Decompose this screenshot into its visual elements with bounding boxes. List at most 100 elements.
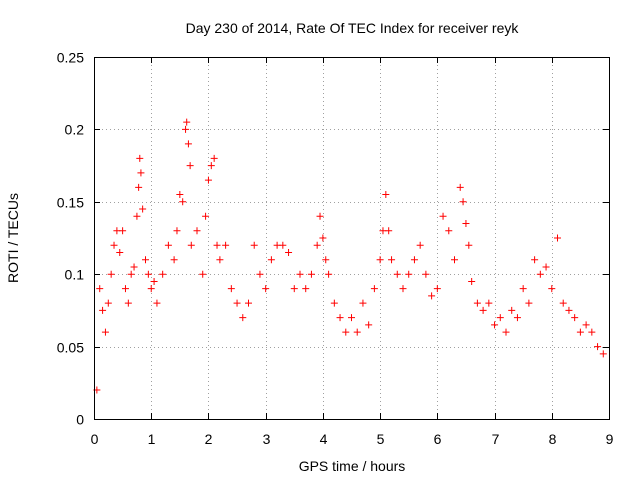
y-tick-label: 0.2	[65, 122, 85, 138]
data-point	[184, 140, 192, 148]
data-point	[582, 321, 590, 329]
data-point	[96, 285, 104, 293]
data-point	[594, 343, 602, 351]
data-point	[456, 183, 464, 191]
data-point	[245, 299, 252, 307]
data-point	[353, 328, 361, 336]
data-point	[150, 277, 158, 285]
data-point	[388, 256, 396, 264]
data-point	[325, 270, 333, 278]
data-point	[121, 285, 129, 293]
x-tick-label: 1	[148, 431, 156, 447]
data-point	[531, 256, 539, 264]
data-point	[147, 285, 155, 293]
data-point	[485, 299, 493, 307]
data-point	[342, 328, 350, 336]
x-tick-label: 9	[606, 431, 614, 447]
data-point	[222, 241, 230, 249]
data-point	[176, 191, 184, 199]
data-point	[462, 220, 470, 228]
data-point	[599, 350, 607, 358]
data-point	[313, 241, 321, 249]
data-point	[119, 227, 127, 235]
data-point	[124, 299, 132, 307]
data-point	[445, 227, 453, 235]
data-point	[330, 299, 338, 307]
data-point	[348, 314, 355, 322]
data-point	[365, 321, 373, 329]
data-point	[393, 270, 401, 278]
data-point	[186, 162, 194, 170]
data-point	[144, 270, 152, 278]
data-point	[565, 306, 573, 314]
data-point	[428, 292, 436, 300]
data-point	[322, 256, 330, 264]
data-point	[433, 285, 441, 293]
data-point	[479, 306, 487, 314]
data-point	[142, 256, 149, 264]
data-point	[285, 248, 293, 256]
data-point	[473, 299, 481, 307]
chart-title: Day 230 of 2014, Rate Of TEC Index for r…	[186, 20, 520, 36]
y-tick-label: 0.15	[57, 195, 84, 211]
data-point	[262, 285, 270, 293]
data-point	[104, 299, 112, 307]
data-point	[153, 299, 161, 307]
data-point	[250, 241, 258, 249]
y-tick-label: 0.05	[57, 340, 84, 356]
data-point	[116, 248, 124, 256]
x-tick-label: 5	[377, 431, 385, 447]
data-point	[399, 285, 407, 293]
data-point	[202, 212, 210, 220]
data-point	[179, 198, 187, 206]
data-point	[385, 227, 393, 235]
data-point	[554, 234, 561, 242]
data-point	[110, 241, 118, 249]
data-point	[290, 285, 298, 293]
data-point	[183, 118, 191, 126]
data-point	[382, 191, 390, 199]
data-point	[107, 270, 115, 278]
data-point	[359, 299, 367, 307]
data-point	[216, 256, 224, 264]
data-point	[133, 212, 141, 220]
data-point	[422, 270, 430, 278]
data-point	[135, 183, 143, 191]
data-point	[187, 241, 195, 249]
x-tick-label: 6	[434, 431, 442, 447]
data-point	[376, 256, 384, 264]
x-tick-label: 3	[263, 431, 271, 447]
data-point	[559, 299, 567, 307]
data-point	[465, 241, 473, 249]
data-point	[279, 241, 287, 249]
data-point	[173, 227, 181, 235]
data-point	[302, 285, 310, 293]
data-point	[127, 270, 135, 278]
data-point	[491, 321, 499, 329]
data-point	[370, 285, 378, 293]
data-point	[137, 169, 145, 177]
data-point	[239, 314, 247, 322]
y-tick-label: 0	[76, 412, 84, 428]
data-point	[416, 241, 424, 249]
data-point	[548, 285, 556, 293]
data-points	[93, 118, 607, 394]
data-point	[193, 227, 201, 235]
x-axis-label: GPS time / hours	[299, 458, 406, 474]
data-point	[319, 234, 327, 242]
data-point	[410, 256, 418, 264]
data-point	[213, 241, 221, 249]
x-tick-label: 8	[549, 431, 557, 447]
x-tick-label: 7	[492, 431, 500, 447]
data-point	[316, 212, 324, 220]
data-point	[405, 270, 413, 278]
plot-frame	[94, 57, 610, 420]
data-point	[576, 328, 584, 336]
data-point	[536, 270, 544, 278]
y-tick-label: 0.25	[57, 50, 84, 66]
x-tick-label: 0	[91, 431, 99, 447]
data-point	[542, 263, 550, 271]
data-point	[164, 241, 172, 249]
data-point	[101, 328, 109, 336]
